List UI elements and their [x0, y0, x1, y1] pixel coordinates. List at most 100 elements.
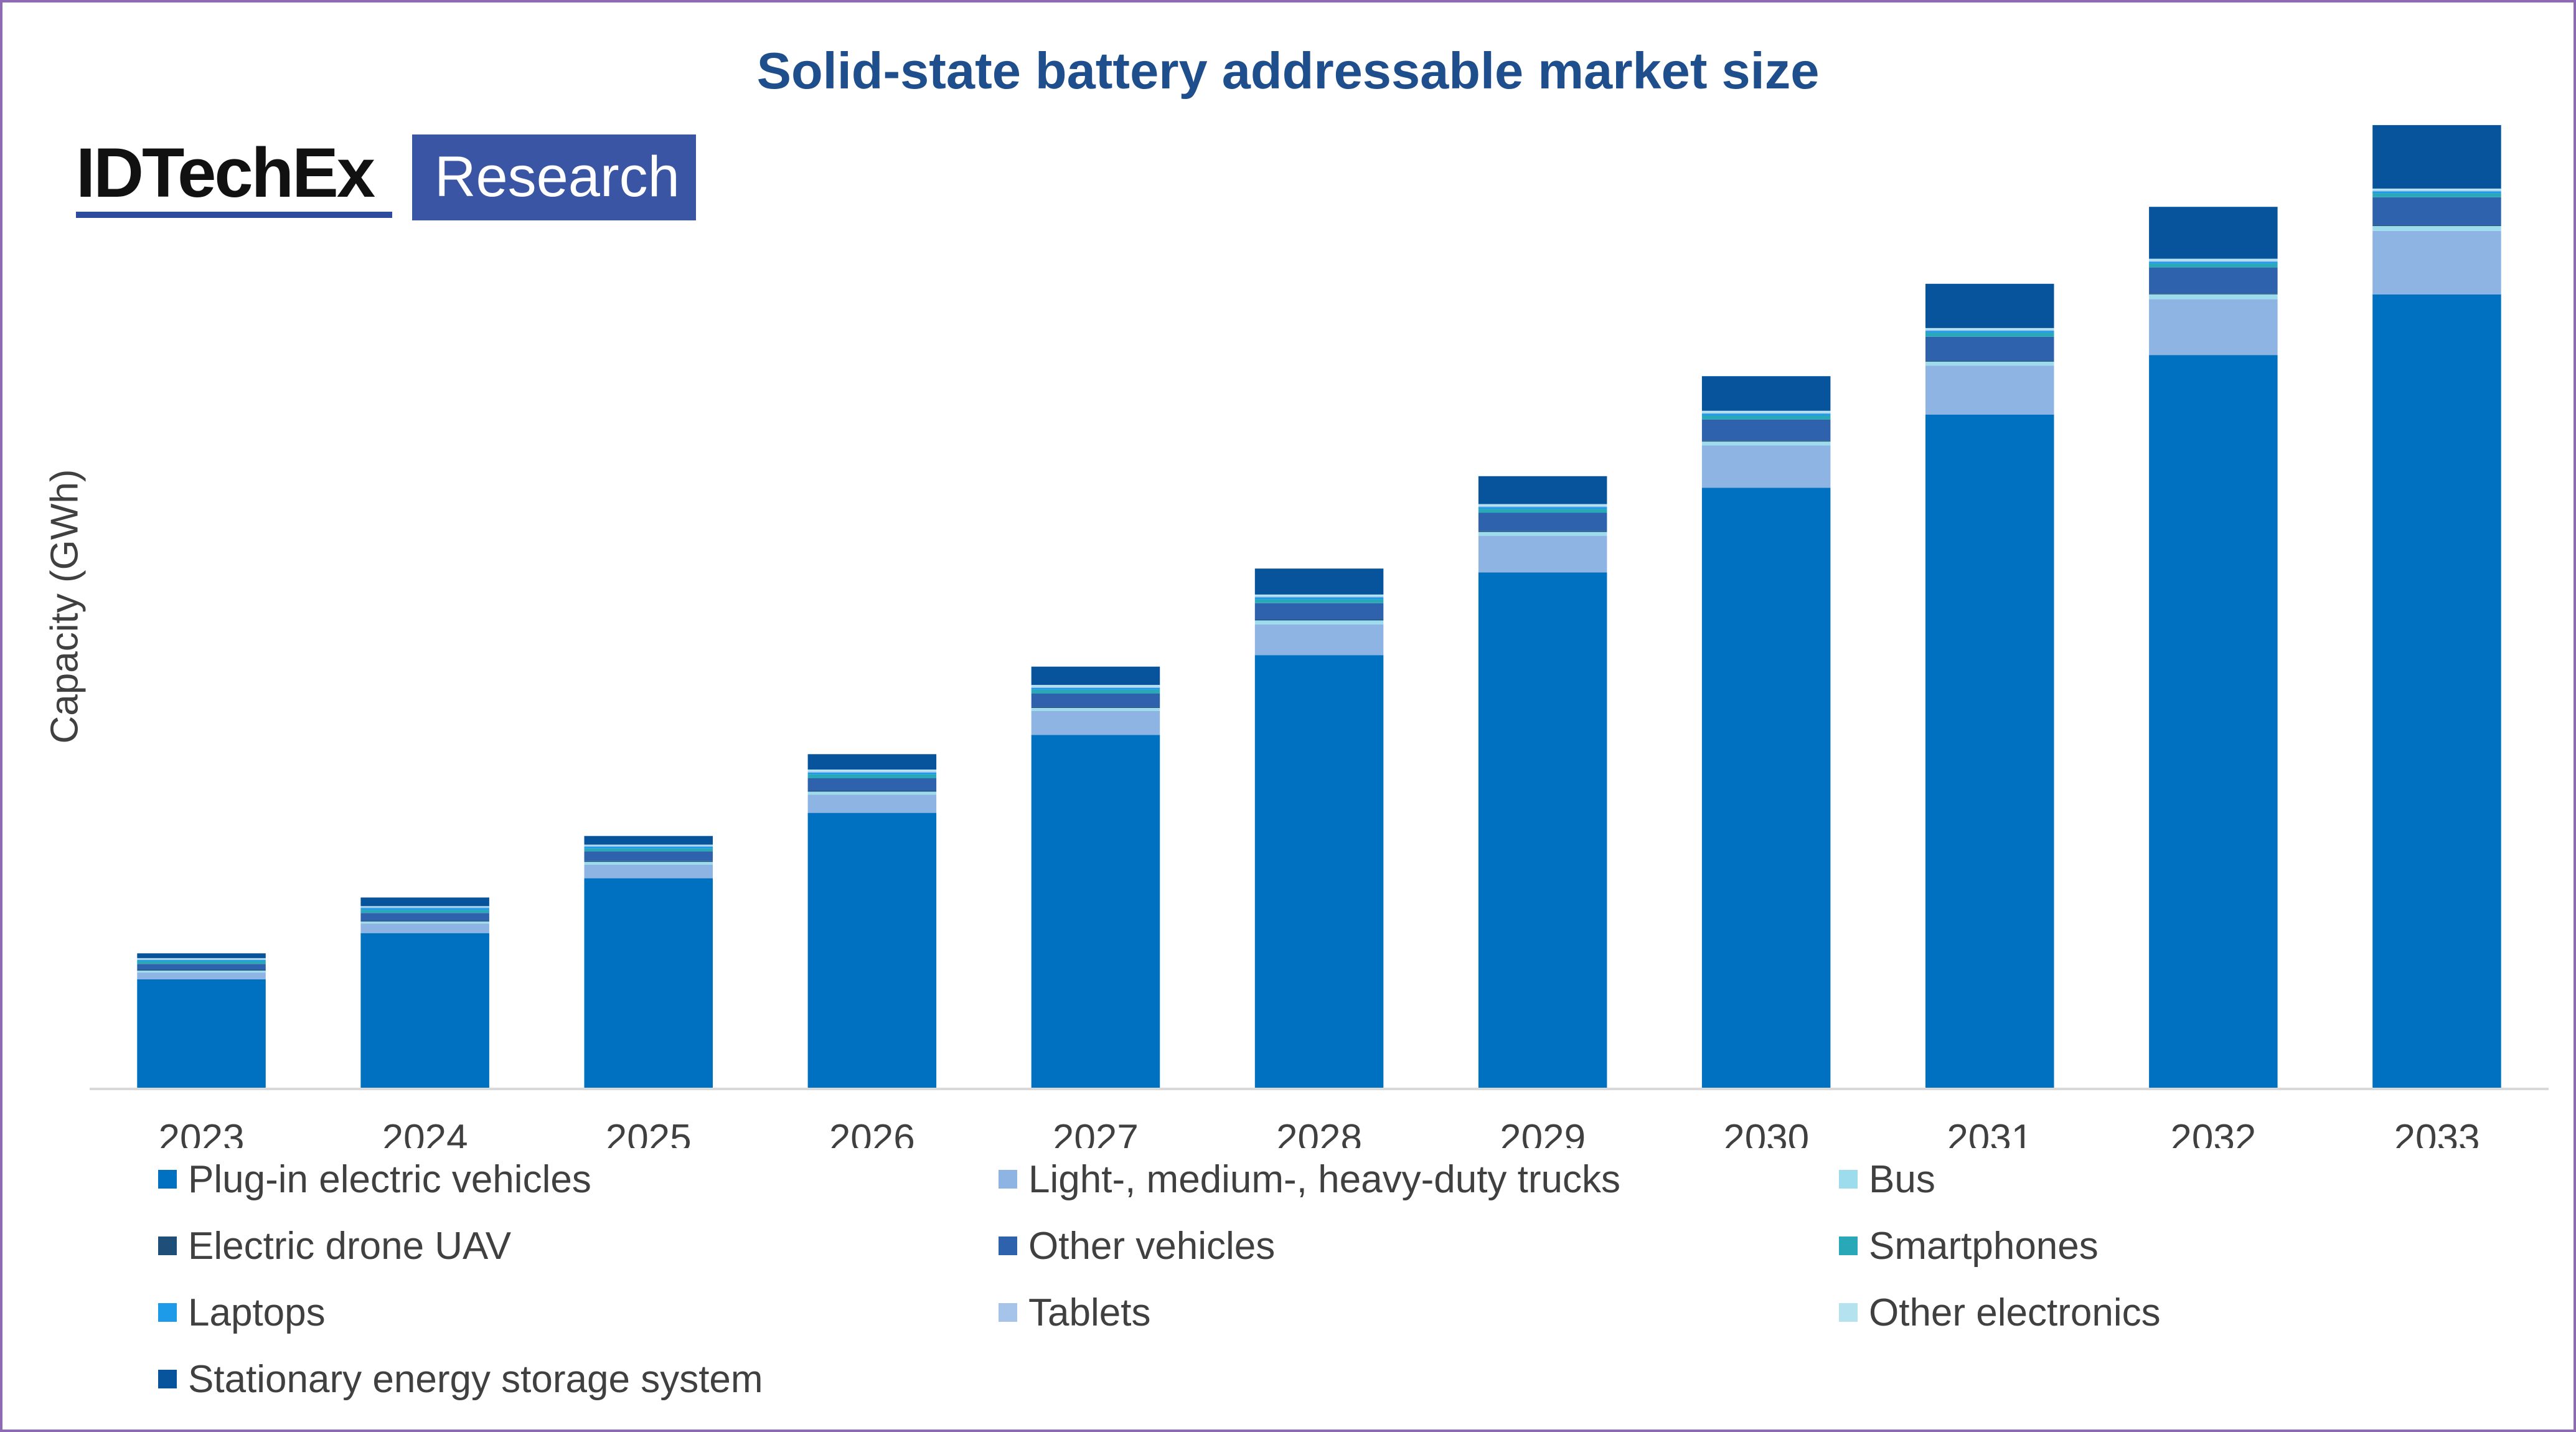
bar-segment-2030-5 — [1701, 419, 1831, 441]
bar-segment-2032-7 — [2149, 261, 2278, 264]
bar-segment-2024-9 — [360, 906, 489, 907]
bar-segment-2030-3 — [1701, 441, 1831, 446]
bar-segment-2033-7 — [2372, 191, 2501, 194]
legend-item: Tablets — [999, 1288, 1150, 1337]
legend-swatch — [1839, 1303, 1858, 1322]
x-tick-label: 2028 — [1276, 1117, 1362, 1148]
legend-label: Other vehicles — [1028, 1224, 1276, 1268]
legend-item: Bus — [1839, 1154, 1935, 1204]
bar-segment-2032-10 — [2149, 207, 2278, 259]
bar-segment-2033-9 — [2372, 188, 2501, 191]
legend-swatch — [999, 1303, 1017, 1322]
bar-segment-2023-7 — [137, 960, 266, 961]
bar-segment-2030-8 — [1701, 412, 1831, 414]
bar-segment-2032-8 — [2149, 260, 2278, 262]
bar-segment-2028-1 — [1254, 655, 1384, 1089]
x-tick-label: 2024 — [382, 1117, 468, 1148]
bar-segment-2023-3 — [137, 971, 266, 973]
bar-segment-2023-2 — [137, 973, 266, 979]
bar-segment-2024-2 — [360, 923, 489, 933]
bar-segment-2024-1 — [360, 933, 489, 1089]
bar-segment-2031-5 — [1925, 336, 2054, 361]
legend-item: Stationary energy storage system — [158, 1354, 763, 1404]
bar-segment-2030-9 — [1701, 410, 1831, 413]
legend-item: Light-, medium-, heavy-duty trucks — [999, 1154, 1620, 1204]
bar-segment-2033-2 — [2372, 230, 2501, 294]
bar-segment-2032-1 — [2149, 355, 2278, 1090]
legend-label: Plug-in electric vehicles — [188, 1157, 591, 1201]
bar-segment-2024-8 — [360, 907, 489, 908]
x-tick-label: 2027 — [1053, 1117, 1139, 1148]
bar-segment-2027-4 — [1031, 707, 1160, 709]
bar-segment-2028-7 — [1254, 597, 1384, 600]
bar-segment-2027-3 — [1031, 708, 1160, 711]
bar-segment-2023-6 — [137, 961, 266, 964]
bar-segment-2026-3 — [807, 791, 937, 795]
bar-segment-2031-4 — [1925, 360, 2054, 362]
bar-segment-2031-3 — [1925, 362, 2054, 366]
bar-segment-2027-2 — [1031, 710, 1160, 735]
bar-segment-2027-7 — [1031, 687, 1160, 690]
legend-label: Tablets — [1028, 1291, 1151, 1334]
bar-segment-2033-5 — [2372, 197, 2501, 225]
bar-segment-2029-1 — [1478, 572, 1607, 1089]
bar-segment-2023-5 — [137, 964, 266, 970]
x-tick-label: 2032 — [2170, 1117, 2256, 1148]
bar-segment-2028-3 — [1254, 620, 1384, 624]
x-tick-label: 2026 — [829, 1117, 915, 1148]
bar-segment-2028-6 — [1254, 599, 1384, 603]
legend-swatch — [158, 1170, 177, 1189]
bars-group — [137, 125, 2501, 1090]
bar-segment-2033-4 — [2372, 225, 2501, 227]
bar-segment-2029-4 — [1478, 530, 1607, 532]
bar-segment-2031-10 — [1925, 283, 2054, 328]
x-tick-label: 2031 — [1947, 1117, 2033, 1148]
bar-segment-2026-8 — [807, 771, 937, 773]
legend-label: Laptops — [188, 1291, 326, 1334]
bar-segment-2026-9 — [807, 770, 937, 772]
bar-segment-2025-10 — [584, 836, 713, 845]
bar-segment-2029-5 — [1478, 512, 1607, 531]
bar-segment-2032-5 — [2149, 267, 2278, 294]
bar-segment-2028-8 — [1254, 596, 1384, 598]
bar-segment-2032-6 — [2149, 263, 2278, 268]
bar-segment-2026-4 — [807, 791, 937, 792]
bar-segment-2026-7 — [807, 772, 937, 775]
legend-item: Other electronics — [1839, 1288, 2161, 1337]
logo-tag: Research — [435, 145, 680, 209]
bar-segment-2028-4 — [1254, 619, 1384, 621]
bar-segment-2033-10 — [2372, 125, 2501, 189]
bar-segment-2028-2 — [1254, 624, 1384, 656]
bar-segment-2024-10 — [360, 897, 489, 907]
legend-label: Other electronics — [1869, 1291, 2161, 1334]
bar-segment-2025-9 — [584, 844, 713, 846]
bar-segment-2025-1 — [584, 878, 713, 1089]
bar-segment-2023-4 — [137, 969, 266, 971]
bar-segment-2026-2 — [807, 794, 937, 813]
bar-segment-2030-2 — [1701, 445, 1831, 488]
bar-segment-2029-2 — [1478, 535, 1607, 573]
legend-swatch — [158, 1303, 177, 1322]
legend-swatch — [1839, 1170, 1858, 1189]
bar-segment-2026-6 — [807, 774, 937, 778]
bar-segment-2023-8 — [137, 959, 266, 960]
bar-segment-2027-1 — [1031, 735, 1160, 1089]
bar-segment-2024-4 — [360, 920, 489, 922]
legend-swatch — [1839, 1237, 1858, 1255]
bar-segment-2030-1 — [1701, 488, 1831, 1089]
bar-segment-2032-9 — [2149, 258, 2278, 261]
bar-segment-2033-8 — [2372, 191, 2501, 192]
legend-swatch — [158, 1237, 177, 1255]
x-tick-label: 2023 — [159, 1117, 245, 1148]
bar-segment-2033-3 — [2372, 226, 2501, 231]
bar-segment-2028-10 — [1254, 568, 1384, 595]
bar-segment-2029-9 — [1478, 504, 1607, 506]
legend-label: Light-, medium-, heavy-duty trucks — [1028, 1157, 1621, 1201]
legend-item: Laptops — [158, 1288, 326, 1337]
bar-segment-2030-6 — [1701, 415, 1831, 420]
bar-segment-2033-6 — [2372, 193, 2501, 197]
x-tick-label: 2030 — [1723, 1117, 1809, 1148]
bar-segment-2031-1 — [1925, 415, 2054, 1089]
bar-segment-2025-8 — [584, 846, 713, 847]
